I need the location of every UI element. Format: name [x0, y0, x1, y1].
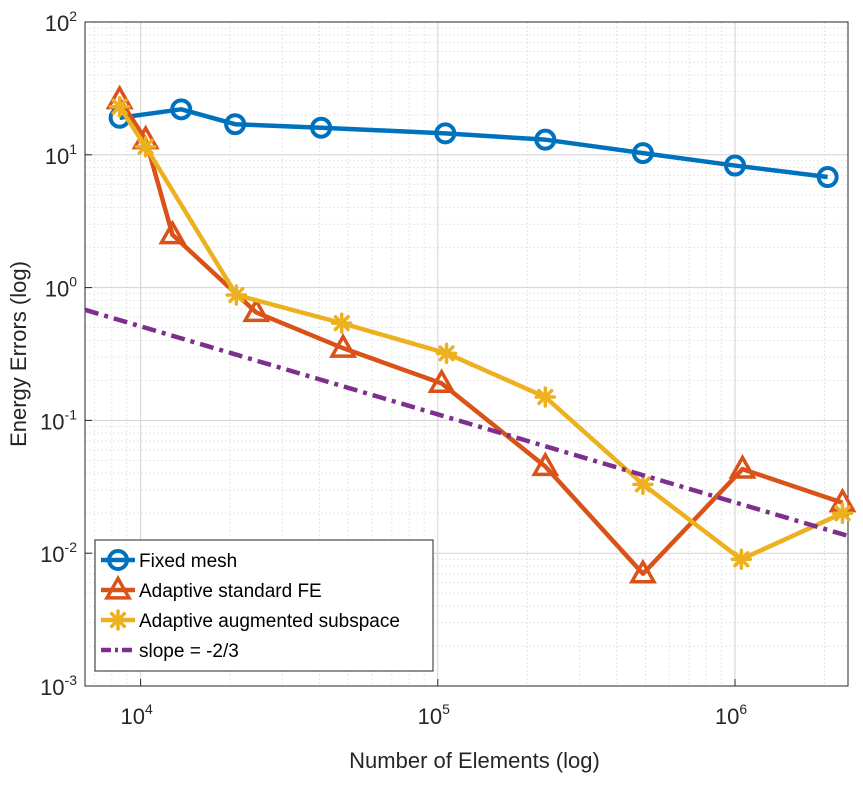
data-point — [724, 154, 747, 177]
series-adaptive-augmented-subspace — [108, 96, 854, 571]
data-point — [108, 96, 131, 118]
data-point — [632, 473, 654, 496]
legend-marker — [104, 574, 132, 600]
y-axis-title: Energy Errors (log) — [6, 261, 31, 447]
y-tick-label: 102 — [45, 8, 77, 36]
data-point — [631, 142, 654, 165]
data-point — [310, 116, 333, 139]
series-fixed-mesh — [108, 98, 839, 189]
legend-entry: Fixed mesh — [101, 549, 237, 572]
data-point — [158, 219, 187, 245]
data-point — [435, 342, 458, 365]
data-point — [534, 386, 557, 408]
legend-marker — [107, 549, 129, 571]
y-tick-label: 100 — [45, 274, 77, 302]
legend-box — [94, 539, 434, 672]
data-point — [224, 113, 247, 136]
data-point — [534, 128, 557, 151]
legend-label: Fixed mesh — [139, 551, 237, 572]
y-tick-label: 101 — [45, 141, 77, 169]
asterisk-stroke — [137, 138, 154, 155]
data-point — [730, 548, 753, 571]
y-tick-label: 10-2 — [40, 539, 77, 567]
data-point — [329, 333, 358, 358]
x-tick-label: 104 — [120, 701, 152, 729]
plot-area-frame — [84, 21, 849, 687]
legend: Fixed mesh Adaptive standard FE Adaptive a… — [94, 539, 434, 672]
data-point — [330, 312, 353, 334]
series-line — [119, 107, 828, 180]
asterisk-stroke — [111, 98, 128, 115]
asterisk-stroke — [438, 345, 455, 362]
data-point — [728, 453, 757, 479]
y-tick-label: 10-1 — [40, 406, 77, 434]
x-tick-label: 105 — [418, 701, 450, 729]
data-point — [831, 502, 854, 524]
data-point — [225, 284, 248, 306]
legend-entry: slope = -2/3 — [101, 641, 239, 662]
legend-label: slope = -2/3 — [139, 641, 239, 662]
data-point — [242, 297, 271, 323]
x-axis-title: Number of Elements (log) — [349, 748, 600, 773]
y-tick-label: 10-3 — [40, 672, 77, 700]
data-point — [531, 451, 560, 477]
data-point — [628, 558, 657, 584]
data-series — [84, 84, 857, 584]
legend-label: Adaptive augmented subspace — [139, 611, 400, 632]
data-point — [170, 98, 193, 121]
series-line — [117, 98, 844, 577]
axis-ticks: 104 105 106 10-3 10-2 10-1 100 101 102 — [40, 8, 747, 729]
data-point — [134, 135, 157, 158]
data-point — [434, 122, 457, 145]
data-point — [427, 368, 456, 394]
asterisk-stroke — [333, 315, 350, 332]
asterisk-stroke — [834, 505, 851, 522]
legend-label: Adaptive standard FE — [139, 581, 322, 602]
asterisk-stroke — [228, 286, 245, 304]
x-tick-label: 106 — [715, 701, 747, 729]
asterisk-stroke — [109, 611, 127, 629]
legend-entry: Adaptive augmented subspace — [101, 609, 400, 632]
legend-marker — [107, 609, 129, 631]
series-slope-2-3 — [84, 307, 849, 539]
data-point — [816, 166, 839, 189]
asterisk-stroke — [537, 388, 554, 406]
series-line — [84, 307, 849, 539]
asterisk-stroke — [733, 551, 750, 568]
legend-entry: Adaptive standard FE — [101, 574, 322, 602]
asterisk-stroke — [634, 476, 652, 493]
